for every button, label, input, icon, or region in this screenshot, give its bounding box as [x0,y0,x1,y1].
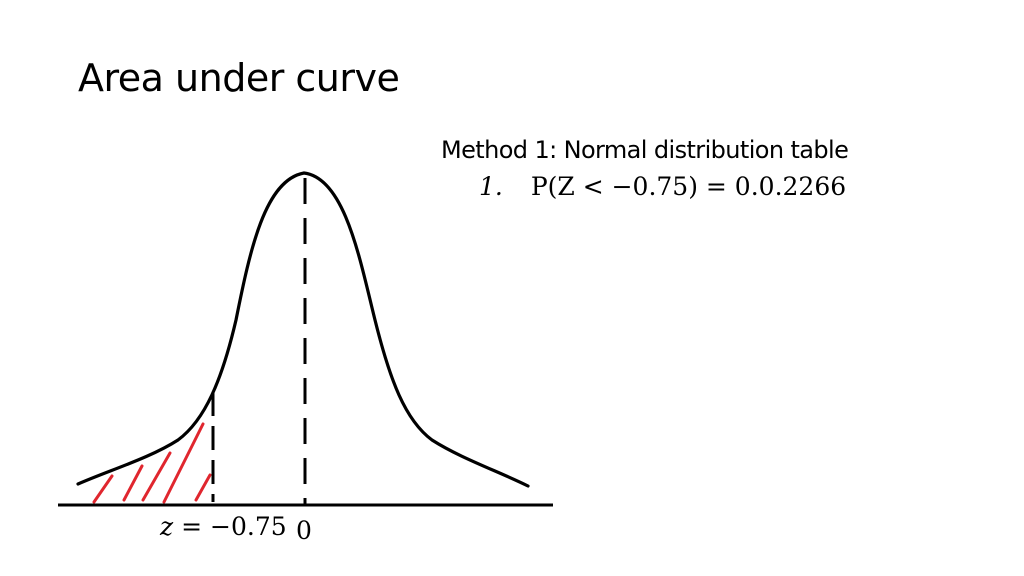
hatch-line [92,474,114,504]
method-heading: Method 1: Normal distribution table [441,136,849,164]
z-value: = −0.75 [173,512,287,541]
hatch-line [162,422,205,504]
step-number: 1. [479,172,503,201]
z-value-label: z = −0.75 [160,512,287,541]
hatch-line [194,473,212,502]
left-tail-hatching [92,422,212,504]
bell-curve [76,171,530,488]
hatch-line [122,464,144,502]
slide-title: Area under curve [78,56,400,100]
method-step-1: 1. P(Z < −0.75) = 0.0.2266 [479,172,846,202]
z-variable: z [160,512,174,541]
zero-label: 0 [296,516,312,545]
probability-expression: P(Z < −0.75) = 0.0.2266 [530,172,847,201]
hatch-line [141,451,172,502]
